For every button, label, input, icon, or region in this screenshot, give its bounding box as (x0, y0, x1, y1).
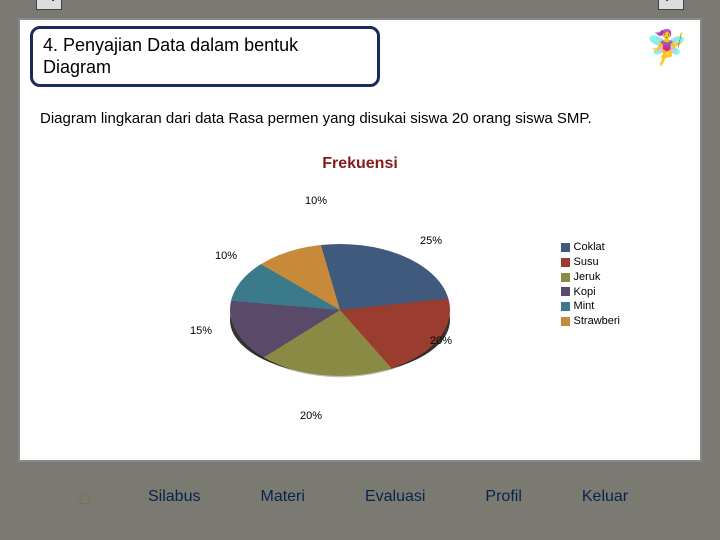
next-button[interactable]: ► (658, 0, 684, 10)
legend-item: Strawberi (561, 314, 620, 329)
legend-swatch (561, 258, 570, 267)
pct-label: 25% (420, 235, 442, 247)
nav-bar: ⌂ Silabus Materi Evaluasi Profil Keluar (18, 472, 702, 522)
pct-label: 15% (190, 325, 212, 337)
nav-link-materi[interactable]: Materi (260, 488, 304, 506)
chevron-right-icon: ► (663, 0, 679, 6)
pct-label: 20% (300, 410, 322, 422)
nav-link-silabus[interactable]: Silabus (148, 488, 200, 506)
pct-label: 10% (215, 250, 237, 262)
legend-item: Coklat (561, 240, 620, 255)
legend-swatch (561, 302, 570, 311)
decor-sprite: 🧚‍♀️ (646, 28, 688, 68)
legend-item: Kopi (561, 285, 620, 300)
legend-swatch (561, 287, 570, 296)
chart-title: Frekuensi (20, 155, 700, 173)
legend-label: Susu (574, 255, 599, 270)
subtitle-text: Diagram lingkaran dari data Rasa permen … (40, 110, 670, 129)
legend-item: Susu (561, 255, 620, 270)
legend-label: Strawberi (574, 314, 620, 329)
legend-label: Jeruk (574, 270, 601, 285)
nav-link-profil[interactable]: Profil (485, 488, 521, 506)
pie-wrap (230, 200, 450, 420)
section-title: 4. Penyajian Data dalam bentuk Diagram (43, 35, 298, 77)
legend-swatch (561, 243, 570, 252)
pct-label: 20% (430, 335, 452, 347)
content-frame: 4. Penyajian Data dalam bentuk Diagram 🧚… (18, 18, 702, 462)
chart-legend: CoklatSusuJerukKopiMintStrawberi (561, 240, 620, 329)
legend-item: Mint (561, 299, 620, 314)
pie-face (230, 244, 450, 376)
legend-label: Mint (574, 299, 595, 314)
legend-swatch (561, 317, 570, 326)
legend-item: Jeruk (561, 270, 620, 285)
nav-link-keluar[interactable]: Keluar (582, 488, 628, 506)
legend-swatch (561, 273, 570, 282)
nav-links: Silabus Materi Evaluasi Profil Keluar (148, 488, 628, 506)
home-icon[interactable]: ⌂ (78, 484, 108, 510)
pie-chart: 25%20%20%15%10%10% CoklatSusuJerukKopiMi… (100, 180, 600, 440)
chevron-left-icon: ◄ (41, 0, 57, 6)
section-title-box: 4. Penyajian Data dalam bentuk Diagram (30, 26, 380, 87)
nav-link-evaluasi[interactable]: Evaluasi (365, 488, 425, 506)
legend-label: Coklat (574, 240, 605, 255)
pct-label: 10% (305, 195, 327, 207)
legend-label: Kopi (574, 285, 596, 300)
prev-button[interactable]: ◄ (36, 0, 62, 10)
